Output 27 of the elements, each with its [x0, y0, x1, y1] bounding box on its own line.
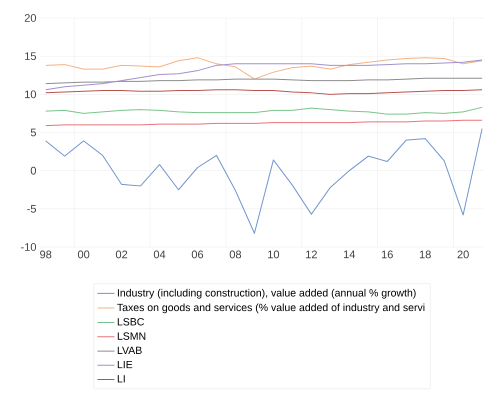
legend-label: LIE — [118, 360, 132, 368]
x-tick-label: 20 — [458, 250, 469, 258]
x-tick-label: 06 — [192, 250, 204, 258]
y-tick-label: 20 — [24, 14, 36, 22]
legend-label: LSMN — [118, 332, 146, 340]
x-tick-label: 12 — [306, 250, 317, 258]
line-series — [45, 128, 483, 234]
legend-label: LVAB — [118, 346, 142, 354]
y-tick-label: 10 — [25, 90, 36, 98]
x-tick-label: 00 — [78, 250, 90, 258]
x-tick-label: 14 — [344, 250, 356, 258]
y-tick-label: -5 — [27, 205, 36, 213]
legend-label: Taxes on goods and services (% value added of industry and servi — [117, 303, 424, 314]
legend-label: Industry (including construction), value added (annual % growth) — [118, 288, 416, 299]
x-tick-label: 04 — [154, 250, 166, 258]
x-tick-label: 02 — [116, 250, 128, 258]
legend-label: LI — [118, 375, 125, 382]
y-tick-label: 15 — [25, 52, 36, 60]
x-tick-label: 18 — [420, 250, 431, 258]
legend-label: LSBC — [118, 318, 144, 326]
x-tick-label: 98 — [40, 250, 52, 258]
x-tick-label: 08 — [230, 250, 242, 258]
x-tick-label: 10 — [268, 250, 280, 258]
y-tick-label: -10 — [21, 243, 36, 251]
x-tick-label: 16 — [382, 250, 393, 258]
y-tick-label: 0 — [30, 166, 36, 175]
y-tick-label: 5 — [30, 128, 36, 136]
